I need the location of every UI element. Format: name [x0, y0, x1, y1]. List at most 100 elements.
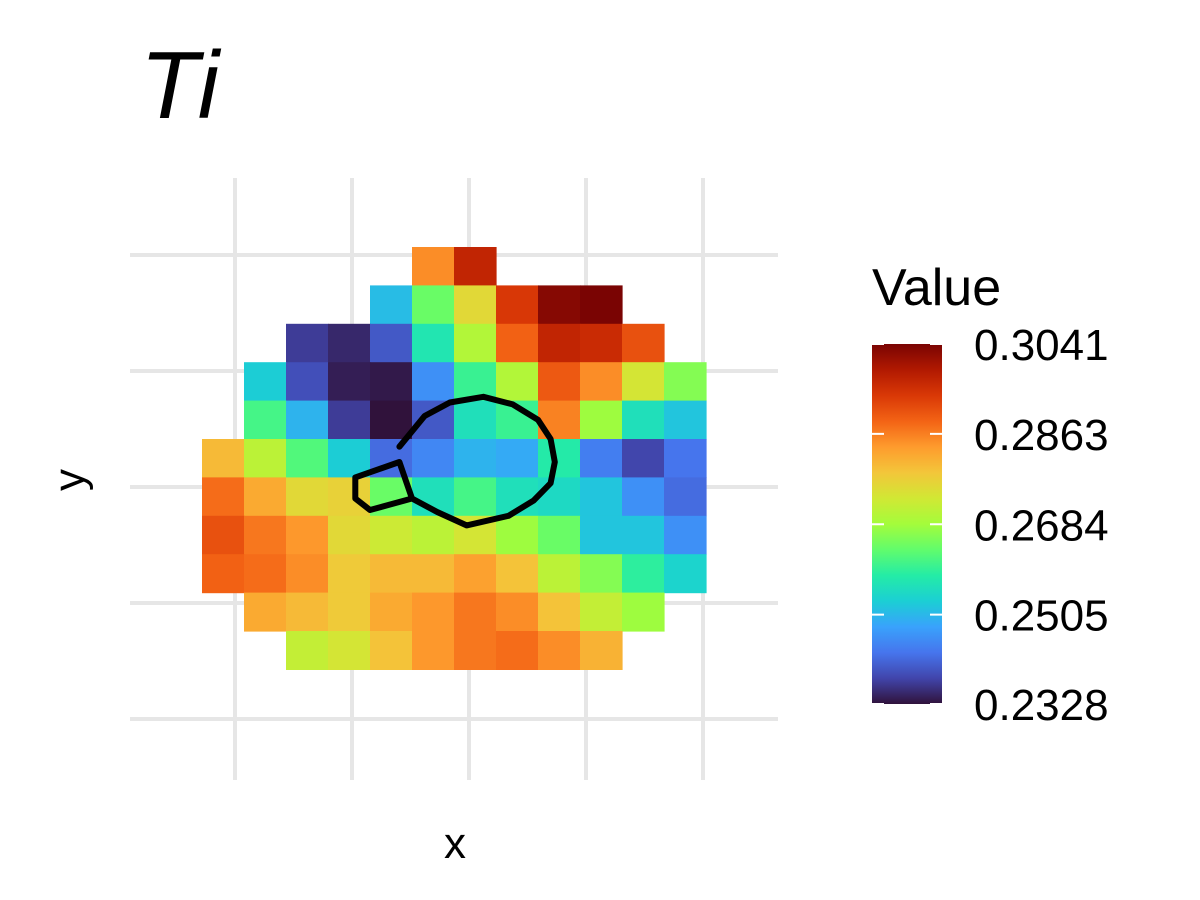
- heatmap-cell: [622, 554, 665, 594]
- legend-tick-label: 0.2684: [974, 501, 1109, 550]
- heatmap-cell: [412, 554, 455, 594]
- heatmap-cell: [664, 439, 707, 478]
- heatmap-cell: [244, 592, 287, 632]
- heatmap-cell: [412, 285, 455, 325]
- heatmap-cell: [664, 477, 707, 517]
- heatmap-cell: [286, 631, 329, 670]
- heatmap-cell: [580, 631, 623, 670]
- heatmap-cell: [370, 400, 413, 440]
- heatmap-cell: [538, 323, 581, 363]
- legend-tick-label: 0.2863: [974, 411, 1109, 460]
- heatmap-cell: [496, 631, 539, 670]
- heatmap-cell: [496, 439, 539, 478]
- legend-tick-label: 0.3041: [974, 321, 1109, 370]
- heatmap-cells: [202, 247, 707, 670]
- heatmap-cell: [412, 592, 455, 632]
- heatmap-cell: [664, 362, 707, 402]
- heatmap-cell: [580, 554, 623, 594]
- legend-tick-label: 0.2328: [974, 681, 1109, 730]
- legend-labels: 0.3041 0.2863 0.2684 0.2505 0.2328: [974, 321, 1109, 730]
- y-axis-title: y: [45, 469, 94, 491]
- heatmap-cell: [244, 400, 287, 440]
- heatmap-cell: [202, 515, 245, 555]
- heatmap-cell: [328, 631, 371, 670]
- heatmap-cell: [580, 400, 623, 440]
- heatmap-cell: [244, 477, 287, 517]
- heatmap-cell: [286, 323, 329, 363]
- heatmap-cell: [580, 477, 623, 517]
- heatmap-cell: [412, 362, 455, 402]
- heatmap-cell: [370, 631, 413, 670]
- heatmap-cell: [202, 477, 245, 517]
- heatmap-cell: [538, 285, 581, 325]
- heatmap-cell: [370, 554, 413, 594]
- heatmap-cell: [328, 362, 371, 402]
- heatmap-cell: [286, 439, 329, 478]
- heatmap-cell: [202, 439, 245, 478]
- heatmap-cell: [454, 362, 497, 402]
- heatmap-cell: [202, 554, 245, 594]
- heatmap-cell: [496, 592, 539, 632]
- heatmap-cell: [538, 439, 581, 478]
- heatmap-cell: [412, 515, 455, 555]
- heatmap-cell: [328, 592, 371, 632]
- heatmap-cell: [496, 362, 539, 402]
- chart-title: Ti: [140, 32, 222, 139]
- heatmap-cell: [286, 515, 329, 555]
- heatmap-cell: [328, 515, 371, 555]
- heatmap-cell: [538, 515, 581, 555]
- heatmap-cell: [328, 554, 371, 594]
- heatmap-cell: [580, 323, 623, 363]
- heatmap-cell: [244, 439, 287, 478]
- heatmap-cell: [580, 362, 623, 402]
- heatmap-cell: [412, 247, 455, 286]
- heatmap-cell: [370, 285, 413, 325]
- heatmap-cell: [454, 323, 497, 363]
- heatmap-cell: [370, 362, 413, 402]
- heatmap-cell: [370, 323, 413, 363]
- heatmap-cell: [454, 400, 497, 440]
- heatmap-cell: [622, 439, 665, 478]
- heatmap-cell: [454, 247, 497, 286]
- heatmap-cell: [622, 400, 665, 440]
- heatmap-cell: [412, 631, 455, 670]
- heatmap-cell: [622, 323, 665, 363]
- heatmap-cell: [370, 515, 413, 555]
- heatmap-cell: [244, 554, 287, 594]
- heatmap-cell: [538, 362, 581, 402]
- heatmap-cell: [370, 592, 413, 632]
- heatmap-cell: [286, 477, 329, 517]
- heatmap-cell: [496, 554, 539, 594]
- heatmap-cell: [454, 592, 497, 632]
- heatmap-cell: [622, 362, 665, 402]
- heatmap-cell: [454, 477, 497, 517]
- heatmap-cell: [454, 439, 497, 478]
- legend-ticks: [872, 343, 942, 705]
- region-outline: [352, 393, 558, 529]
- heatmap-cell: [328, 323, 371, 363]
- heatmap-cell: [244, 515, 287, 555]
- heatmap-cell: [454, 631, 497, 670]
- heatmap-cell: [622, 592, 665, 632]
- heatmap-cell: [580, 515, 623, 555]
- heatmap-cell: [454, 554, 497, 594]
- heatmap-cell: [538, 631, 581, 670]
- heatmap-cell: [286, 400, 329, 440]
- heatmap-cell: [328, 400, 371, 440]
- heatmap-cell: [412, 439, 455, 478]
- heatmap-cell: [664, 515, 707, 555]
- heatmap-cell: [328, 477, 371, 517]
- heatmap-cell: [496, 323, 539, 363]
- legend-tick-label: 0.2505: [974, 592, 1109, 641]
- legend-title: Value: [872, 259, 1001, 317]
- heatmap-cell: [496, 515, 539, 555]
- heatmap-cell: [412, 323, 455, 363]
- heatmap-cell: [244, 362, 287, 402]
- heatmap-cell: [496, 285, 539, 325]
- heatmap-cell: [286, 592, 329, 632]
- heatmap-cell: [538, 477, 581, 517]
- heatmap-cell: [622, 477, 665, 517]
- heatmap-cell: [622, 515, 665, 555]
